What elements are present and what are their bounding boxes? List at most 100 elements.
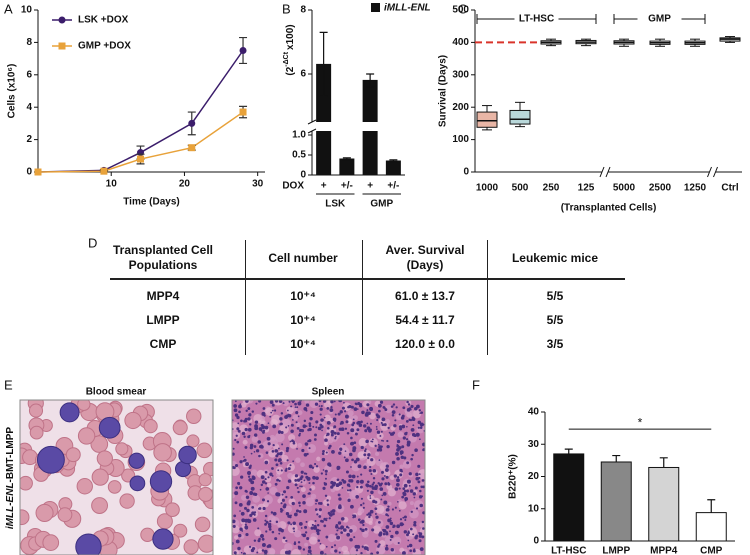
nucleus — [353, 407, 358, 411]
x-tick-label: 20 — [179, 179, 191, 190]
x-tick-label: 5000 — [613, 183, 636, 194]
nucleus — [402, 516, 405, 519]
nucleus — [354, 432, 358, 436]
nucleus — [364, 449, 367, 453]
nucleus — [348, 485, 351, 488]
table-cell: 61.0 ± 13.7 — [395, 289, 455, 303]
nucleus — [422, 423, 425, 426]
nucleus — [406, 461, 410, 465]
nucleus — [379, 487, 384, 491]
nucleus — [254, 420, 259, 424]
nucleus — [247, 407, 251, 410]
nucleus — [349, 537, 353, 542]
nucleus — [236, 440, 240, 444]
nucleus — [378, 543, 381, 546]
nucleus — [347, 405, 350, 409]
nucleus — [263, 549, 268, 554]
nucleus — [409, 549, 413, 553]
nucleus — [314, 433, 317, 437]
nucleus — [386, 444, 390, 449]
nucleus — [365, 439, 369, 444]
tissue-spot — [232, 487, 235, 493]
nucleus — [337, 505, 342, 510]
nucleus — [244, 417, 248, 421]
nucleus — [236, 427, 240, 431]
nucleus — [376, 430, 381, 434]
image-title: Blood smear — [86, 387, 147, 398]
nucleus — [295, 411, 299, 415]
y-axis-label: Survival (Days) — [438, 55, 449, 127]
axis-break-gap — [306, 122, 405, 131]
nucleus — [361, 528, 365, 533]
nucleus — [409, 418, 413, 422]
nucleus — [396, 444, 400, 448]
panel-letter: C — [458, 1, 467, 16]
nucleus — [298, 521, 303, 526]
group-label: GMP — [370, 199, 393, 210]
nucleus — [316, 531, 320, 535]
nucleus — [401, 414, 405, 418]
tissue-spot — [271, 414, 281, 425]
nucleus — [262, 506, 266, 511]
nucleus — [327, 462, 332, 467]
nucleus — [412, 533, 415, 536]
nucleus — [315, 476, 319, 481]
nucleus — [245, 532, 249, 537]
nucleus — [371, 483, 374, 486]
x-tick-label: 125 — [578, 183, 595, 194]
nucleus — [404, 497, 409, 501]
nucleus — [374, 507, 378, 511]
nucleus — [300, 470, 304, 474]
nucleus — [367, 512, 372, 516]
nucleus — [396, 439, 401, 444]
nucleus — [341, 406, 345, 410]
nucleus — [392, 403, 396, 406]
tissue-spot — [357, 507, 365, 514]
nucleus — [403, 489, 407, 493]
nucleus — [304, 531, 308, 534]
x-axis-label: (Transplanted Cells) — [561, 203, 657, 214]
nucleus — [403, 530, 408, 534]
table-cell: 10⁺⁴ — [290, 289, 316, 303]
red-cell — [29, 425, 44, 440]
nucleus — [366, 480, 370, 484]
nucleus — [357, 518, 361, 522]
nucleus — [421, 479, 425, 482]
tissue-spot — [293, 529, 302, 538]
nucleus — [238, 533, 242, 538]
nucleus — [375, 428, 378, 430]
nucleus — [316, 523, 320, 527]
red-cell — [196, 442, 213, 459]
nucleus — [384, 408, 388, 412]
nucleus — [303, 479, 306, 482]
nucleus — [239, 510, 241, 512]
nucleus — [264, 460, 269, 465]
nucleus — [338, 400, 343, 403]
nucleus — [403, 515, 407, 519]
nucleus — [359, 485, 363, 489]
nucleus — [267, 492, 269, 494]
nucleus — [326, 517, 328, 520]
nucleus — [235, 486, 239, 490]
nucleus — [334, 549, 338, 553]
tissue-spot — [369, 412, 376, 420]
nucleus — [366, 426, 371, 431]
nucleus — [360, 420, 363, 424]
axis-break — [605, 166, 611, 178]
nucleus — [383, 500, 388, 505]
nucleus — [267, 442, 271, 446]
y-tick-label: 300 — [452, 69, 469, 80]
nucleus — [395, 406, 398, 409]
nucleus — [325, 535, 329, 539]
nucleus — [392, 526, 395, 529]
tissue-spot — [291, 548, 301, 555]
tissue-spot — [257, 548, 263, 553]
tissue-spot — [357, 451, 365, 459]
nucleus — [236, 415, 240, 420]
nucleus — [385, 464, 389, 468]
nucleus — [339, 410, 343, 414]
nucleus — [393, 474, 398, 478]
nucleus — [245, 462, 250, 467]
red-cell — [20, 475, 33, 491]
nucleus — [355, 457, 360, 462]
